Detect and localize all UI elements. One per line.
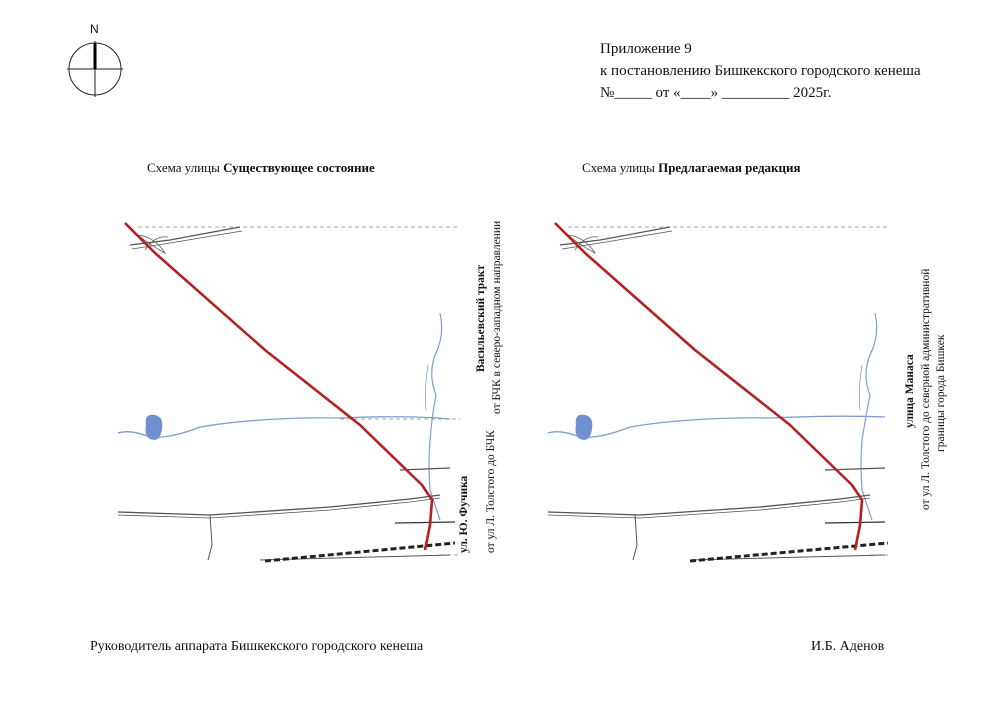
left-upper-street-label: Васильевский тракт [474,265,488,372]
left-street-scheme-map [117,222,460,563]
left-scheme-title-bold: Существующее состояние [223,160,375,175]
compass-icon [67,41,123,97]
railway [689,541,889,563]
lower-street-name: ул. Ю. Фучика [458,475,470,553]
main-route [554,222,864,551]
interchange-road [559,226,671,246]
railway [264,541,456,563]
right-scheme-title-bold: Предлагаемая редакция [658,160,801,175]
right-street-scheme-map [547,222,890,563]
right-street-label: улица Манаса [903,354,917,428]
left-scheme-title: Схема улицы Существующее состояние [147,160,375,176]
main-route [124,222,434,551]
right-street-desc-1: от ул Л. Толстого до северной администра… [919,269,933,510]
canal-water [547,415,886,438]
cross-road-mid [824,521,886,524]
left-scheme-title-prefix: Схема улицы [147,160,224,175]
left-upper-street-desc: от БЧК в северо-западном направлении [490,221,504,414]
upper-street-desc: от БЧК в северо-западном направлении [491,220,503,414]
right-street-desc-line1: от ул Л. Толстого до северной администра… [920,268,932,510]
right-scheme-title: Схема улицы Предлагаемая редакция [582,160,801,176]
cross-road-mid [394,521,456,524]
side-road [207,514,213,561]
appendix-date: №_____ от «____» _________ 2025г. [600,85,832,101]
footer-position: Руководитель аппарата Бишкекского городс… [90,639,424,654]
canal-water [117,416,451,438]
left-lower-street-desc: от ул Л. Толстого до БЧК [484,430,498,553]
pond-water [145,414,163,440]
right-scheme-title-prefix: Схема улицы [582,160,659,175]
appendix-decree: к постановлению Бишкекского городского к… [600,63,921,79]
lower-road [117,494,441,516]
right-street-desc-2: границы города Бишкек [934,335,948,452]
upper-street-name: Васильевский тракт [475,264,487,372]
compass: N [62,22,128,102]
right-street-name: улица Манаса [904,354,916,428]
pond-water [575,414,593,440]
appendix-number: Приложение 9 [600,41,692,57]
lower-road [547,494,871,516]
side-road [632,514,638,561]
footer-signatory: И.Б. Аденов [811,639,885,654]
left-lower-street-label: ул. Ю. Фучика [457,476,471,553]
river-water [860,312,878,521]
cross-road-upper [399,467,451,471]
lower-street-desc: от ул Л. Толстого до БЧК [485,430,497,553]
compass-label: N [90,22,99,36]
interchange-road [129,226,241,246]
right-street-desc-line2: границы города Бишкек [935,334,947,452]
river-water [428,312,443,521]
bottom-road [259,554,451,561]
